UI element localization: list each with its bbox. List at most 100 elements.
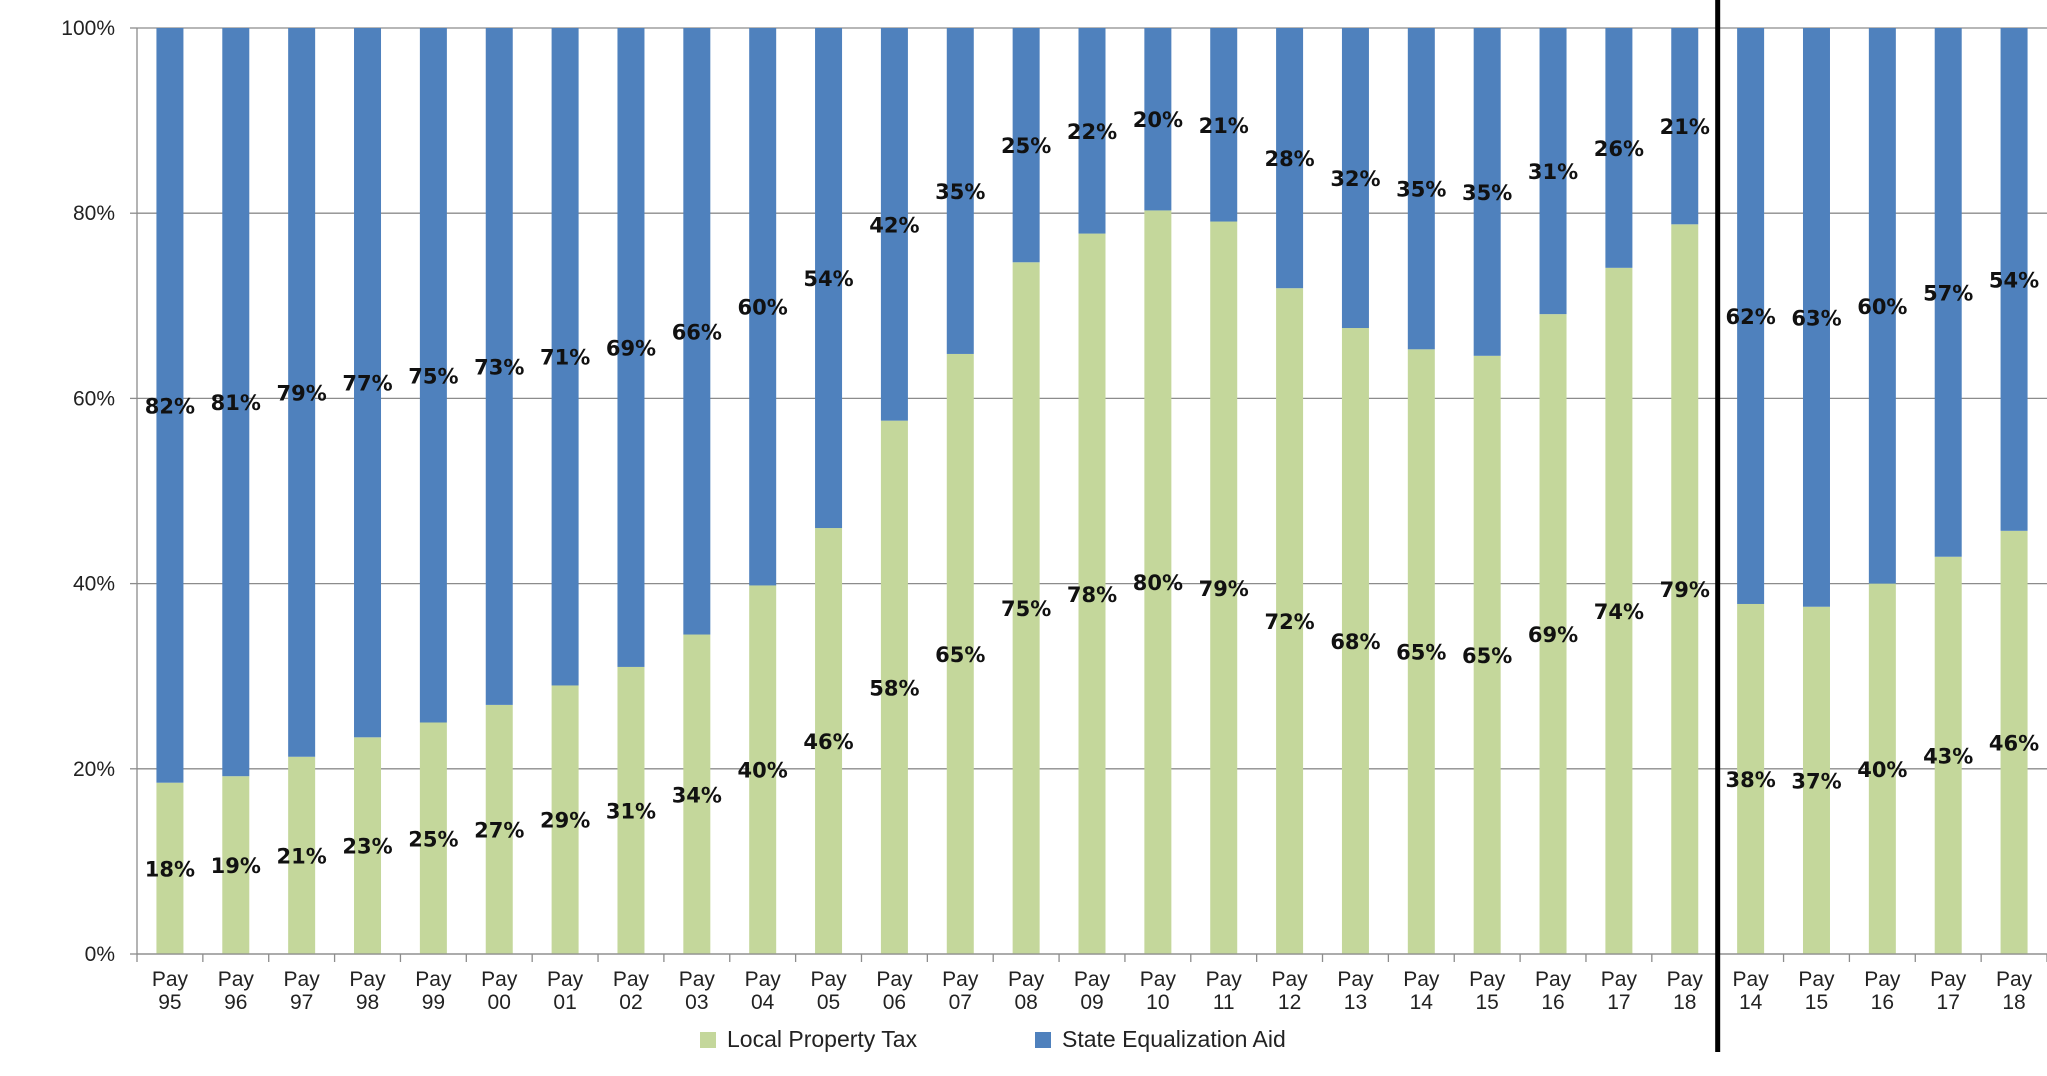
data-label-local: 65% <box>935 643 985 667</box>
x-tick-label: 14 <box>1739 991 1763 1014</box>
x-tick-label: 07 <box>949 991 972 1014</box>
data-label-state: 22% <box>1067 120 1117 144</box>
data-label-state: 25% <box>1001 134 1051 158</box>
x-tick-label: Pay <box>1864 968 1901 991</box>
x-tick-label: 17 <box>1937 991 1960 1014</box>
bar-state-equalization-aid <box>485 28 513 705</box>
x-tick-label: 13 <box>1344 991 1367 1014</box>
x-tick-label: 12 <box>1278 991 1301 1014</box>
data-label-state: 35% <box>935 180 985 204</box>
bar-state-equalization-aid <box>288 28 316 757</box>
x-tick-label: 97 <box>290 991 313 1014</box>
y-tick-label: 40% <box>73 573 115 596</box>
bar-local-property-tax <box>1868 583 1896 954</box>
bar-state-equalization-aid <box>1407 28 1435 350</box>
data-label-state: 32% <box>1330 167 1380 191</box>
data-label-local: 58% <box>869 676 919 700</box>
x-tick-label: 11 <box>1213 991 1235 1014</box>
bar-state-equalization-aid <box>749 28 777 586</box>
data-label-state: 75% <box>408 364 458 388</box>
x-tick-label: Pay <box>942 968 979 991</box>
x-tick-label: Pay <box>1469 968 1506 991</box>
bar-local-property-tax <box>683 634 711 954</box>
x-tick-label: Pay <box>679 968 716 991</box>
bar-state-equalization-aid <box>1473 28 1501 356</box>
bar-state-equalization-aid <box>1210 28 1238 222</box>
bar-state-equalization-aid <box>815 28 843 529</box>
legend-swatch-state-equalization-aid <box>1035 1032 1051 1048</box>
data-label-state: 69% <box>606 336 656 360</box>
data-label-local: 40% <box>1857 758 1907 782</box>
x-tick-label: Pay <box>810 968 847 991</box>
bar-state-equalization-aid <box>1276 28 1304 289</box>
y-tick-label: 60% <box>73 387 115 410</box>
data-label-state: 79% <box>277 381 327 405</box>
x-tick-label: 15 <box>1805 991 1828 1014</box>
bar-state-equalization-aid <box>617 28 645 667</box>
data-label-local: 79% <box>1660 578 1710 602</box>
bar-local-property-tax <box>1934 556 1962 954</box>
x-tick-label: Pay <box>1337 968 1374 991</box>
bar-local-property-tax <box>946 353 974 954</box>
bar-state-equalization-aid <box>1802 28 1830 607</box>
x-tick-label: Pay <box>1271 968 1308 991</box>
data-label-state: 73% <box>474 355 524 379</box>
data-label-state: 63% <box>1791 306 1841 330</box>
bar-state-equalization-aid <box>1671 28 1699 225</box>
data-label-state: 35% <box>1396 178 1446 202</box>
data-label-local: 29% <box>540 809 590 833</box>
x-tick-label: Pay <box>1601 968 1638 991</box>
data-label-state: 21% <box>1199 114 1249 138</box>
x-tick-label: Pay <box>1798 968 1835 991</box>
data-label-local: 65% <box>1462 644 1512 668</box>
x-tick-label: Pay <box>745 968 782 991</box>
data-label-state: 57% <box>1923 281 1973 305</box>
x-tick-label: Pay <box>349 968 386 991</box>
data-label-state: 77% <box>342 372 392 396</box>
data-label-state: 71% <box>540 346 590 370</box>
bar-local-property-tax <box>485 704 513 954</box>
x-tick-label: 03 <box>685 991 708 1014</box>
x-tick-label: 99 <box>422 991 445 1014</box>
data-label-local: 31% <box>606 799 656 823</box>
bar-state-equalization-aid <box>419 28 447 723</box>
data-label-state: 60% <box>1857 295 1907 319</box>
bar-state-equalization-aid <box>222 28 250 777</box>
x-tick-label: 18 <box>1673 991 1696 1014</box>
bar-local-property-tax <box>815 528 843 954</box>
bar-local-property-tax <box>1276 288 1304 954</box>
x-tick-label: Pay <box>1733 968 1770 991</box>
data-label-local: 65% <box>1396 641 1446 665</box>
data-label-state: 54% <box>1989 268 2039 292</box>
x-tick-label: 18 <box>2002 991 2025 1014</box>
legend-swatch-local-property-tax <box>700 1032 716 1048</box>
x-tick-label: Pay <box>1403 968 1440 991</box>
x-tick-label: 00 <box>488 991 511 1014</box>
data-label-local: 79% <box>1199 577 1249 601</box>
bar-state-equalization-aid <box>946 28 974 354</box>
data-label-local: 74% <box>1594 600 1644 624</box>
x-tick-label: 02 <box>619 991 642 1014</box>
x-tick-label: Pay <box>1008 968 1045 991</box>
x-tick-label: Pay <box>1206 968 1243 991</box>
x-tick-label: Pay <box>1930 968 1967 991</box>
bar-state-equalization-aid <box>1605 28 1633 268</box>
data-label-local: 38% <box>1725 768 1775 792</box>
bar-state-equalization-aid <box>354 28 382 738</box>
data-label-local: 75% <box>1001 597 1051 621</box>
x-tick-label: Pay <box>481 968 518 991</box>
data-label-state: 60% <box>738 296 788 320</box>
data-label-state: 21% <box>1660 115 1710 139</box>
data-label-state: 82% <box>145 394 195 418</box>
data-label-local: 23% <box>342 835 392 859</box>
bar-local-property-tax <box>551 685 579 954</box>
data-label-state: 26% <box>1594 137 1644 161</box>
bar-local-property-tax <box>1671 224 1699 954</box>
x-tick-label: 95 <box>158 991 181 1014</box>
data-label-local: 72% <box>1264 610 1314 634</box>
x-tick-label: Pay <box>152 968 189 991</box>
bar-state-equalization-aid <box>880 28 908 421</box>
data-label-local: 78% <box>1067 583 1117 607</box>
x-tick-label: 08 <box>1014 991 1037 1014</box>
